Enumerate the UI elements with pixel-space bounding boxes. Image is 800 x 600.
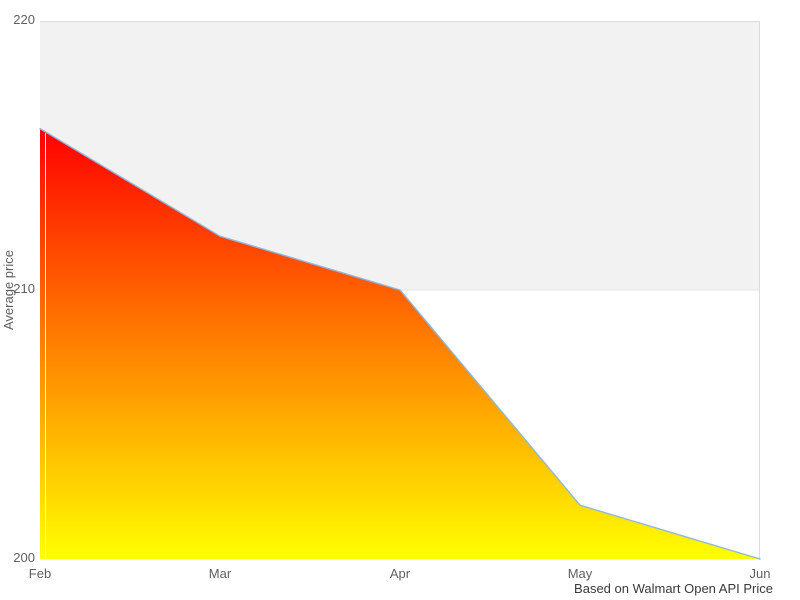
x-tick-label: Feb	[28, 566, 52, 581]
y-tick-label: 220	[13, 12, 35, 27]
plot-frame	[40, 21, 760, 560]
y-tick-label: 210	[13, 281, 35, 296]
series-line	[39, 127, 761, 560]
y-tick-label: 200	[13, 550, 35, 565]
x-tick-label: May	[567, 566, 593, 581]
x-tick-label: Jun	[749, 566, 771, 581]
x-tick-label: Apr	[389, 566, 411, 581]
chart-caption: Based on Walmart Open API Price	[574, 581, 773, 596]
x-tick-label: Mar	[208, 566, 232, 581]
